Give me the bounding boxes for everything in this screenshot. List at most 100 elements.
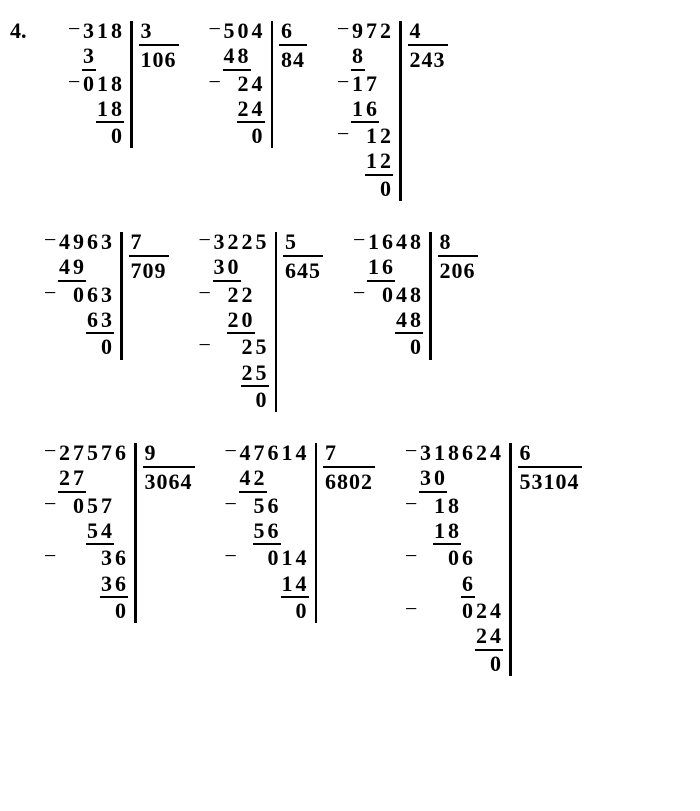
- long-division: −27576−27−057−54−36−36−093064: [44, 440, 195, 623]
- digit-cell: [72, 307, 86, 334]
- digit-cell: 1: [96, 18, 110, 43]
- digit-row: 56: [239, 518, 309, 545]
- long-division: −4963−49−063−63−07709: [44, 229, 169, 359]
- digit-cell: 0: [267, 545, 281, 570]
- row-1: 4. −318−3−018−18−03106−504−48−24−24−0684…: [10, 18, 690, 201]
- work-line: −30: [199, 254, 269, 281]
- digit-cell: [213, 282, 227, 307]
- long-division-body: −504−48−24−24−0684: [209, 18, 308, 148]
- digit-row: 4963: [58, 229, 114, 254]
- minus-sign: −: [337, 16, 351, 41]
- digit-cell: [461, 493, 475, 518]
- digit-cell: 8: [447, 518, 461, 545]
- digit-cell: [295, 493, 309, 518]
- digit-cell: 3: [100, 282, 114, 307]
- filler: [279, 73, 307, 149]
- digit-cell: 6: [267, 493, 281, 518]
- digit-cell: 3: [213, 254, 227, 281]
- digit-cell: [213, 360, 227, 387]
- divisor: 8: [438, 229, 478, 255]
- digit-cell: 9: [351, 18, 365, 43]
- digit-cell: [433, 598, 447, 623]
- long-division: −318−3−018−18−03106: [68, 18, 179, 148]
- digit-cell: [96, 123, 110, 148]
- digit-cell: [58, 518, 72, 545]
- digit-cell: [114, 493, 128, 518]
- minus-sign: −: [337, 69, 351, 94]
- digit-cell: 2: [379, 148, 393, 175]
- digit-cell: 3: [213, 229, 227, 254]
- digit-row: 18: [419, 493, 503, 518]
- digit-cell: [223, 96, 237, 123]
- digit-cell: 1: [281, 571, 295, 598]
- filler: [323, 495, 375, 623]
- digit-cell: 7: [72, 440, 86, 465]
- digit-row: 024: [419, 598, 503, 623]
- digit-cell: [419, 571, 433, 598]
- digit-cell: [461, 518, 475, 545]
- digit-cell: 5: [223, 18, 237, 43]
- long-division-body: −47614−42−56−56−014−14−076802: [225, 440, 376, 623]
- work-line: −3225: [199, 229, 269, 254]
- digit-cell: 6: [114, 571, 128, 598]
- digit-cell: [419, 518, 433, 545]
- digit-cell: 4: [295, 545, 309, 570]
- divisor-quotient: 3106: [133, 18, 179, 148]
- digit-cell: 3: [100, 307, 114, 334]
- digit-cell: [110, 43, 124, 70]
- digit-cell: [433, 571, 447, 598]
- digit-cell: [379, 43, 393, 70]
- digit-cell: [58, 545, 72, 570]
- minus-sign: −: [405, 491, 419, 516]
- digit-cell: 3: [100, 571, 114, 598]
- digit-cell: [82, 96, 96, 123]
- long-division-body: −1648−16−048−48−08206: [353, 229, 478, 359]
- digit-cell: [213, 307, 227, 334]
- digit-cell: [281, 493, 295, 518]
- digit-cell: 9: [72, 229, 86, 254]
- digit-cell: [100, 598, 114, 623]
- quotient: 84: [279, 44, 307, 72]
- digit-cell: 0: [72, 493, 86, 518]
- work-line: −56: [225, 493, 309, 518]
- digit-cell: 6: [461, 545, 475, 570]
- digit-cell: [100, 254, 114, 281]
- digit-cell: 0: [227, 254, 241, 281]
- digit-cell: 4: [395, 229, 409, 254]
- digit-cell: 2: [379, 18, 393, 43]
- digit-cell: 7: [365, 18, 379, 43]
- digit-row: 22: [213, 282, 269, 307]
- digit-row: 24: [223, 71, 265, 96]
- digit-cell: [72, 571, 86, 598]
- digit-cell: 2: [475, 598, 489, 623]
- digit-cell: 4: [395, 307, 409, 334]
- page: 4. −318−3−018−18−03106−504−48−24−24−0684…: [10, 18, 690, 676]
- digit-row: 14: [239, 571, 309, 598]
- digit-cell: [86, 545, 100, 570]
- divisor-quotient: 653104: [512, 440, 582, 676]
- digit-cell: 1: [351, 71, 365, 96]
- digit-cell: [433, 651, 447, 676]
- work-line: −504: [209, 18, 265, 43]
- digit-cell: [295, 465, 309, 492]
- digit-cell: 0: [251, 123, 265, 148]
- long-division-body: −27576−27−057−54−36−36−093064: [44, 440, 195, 623]
- digit-row: 3: [82, 43, 124, 70]
- digit-cell: 8: [110, 18, 124, 43]
- row-2: −4963−49−063−63−07709−3225−30−22−20−25−2…: [10, 229, 690, 412]
- digit-cell: 5: [86, 518, 100, 545]
- digit-cell: 5: [255, 229, 269, 254]
- work-line: −018: [68, 71, 124, 96]
- digit-cell: 8: [110, 71, 124, 96]
- digit-row: 0: [223, 123, 265, 148]
- digit-cell: [58, 334, 72, 359]
- digit-cell: 3: [82, 43, 96, 70]
- digit-cell: 5: [253, 493, 267, 518]
- digit-cell: [86, 571, 100, 598]
- digit-cell: [475, 493, 489, 518]
- digit-row: 0: [351, 176, 393, 201]
- row-3: −27576−27−057−54−36−36−093064−47614−42−5…: [10, 440, 690, 676]
- digit-cell: 1: [433, 493, 447, 518]
- work-column: −504−48−24−24−0: [209, 18, 271, 148]
- digit-cell: [295, 518, 309, 545]
